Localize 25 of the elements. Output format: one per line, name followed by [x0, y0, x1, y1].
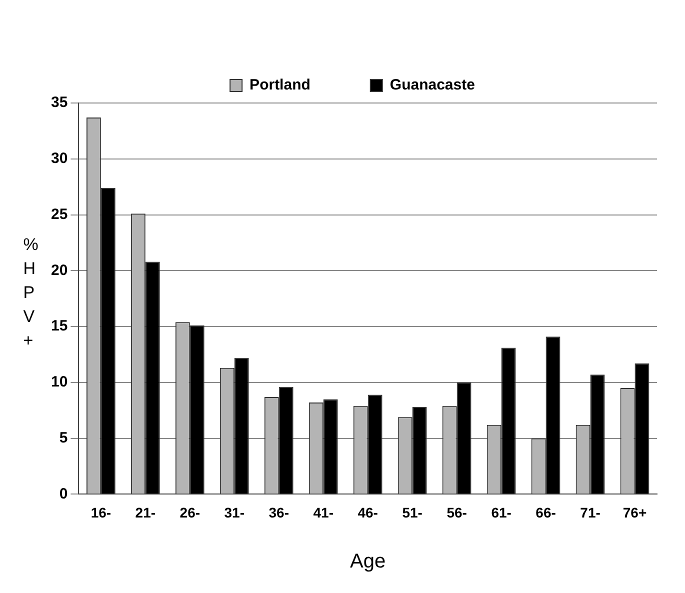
- x-tick-label: 56-: [446, 504, 468, 520]
- y-tick-label: 35: [50, 94, 68, 112]
- legend-label: Guanacaste: [390, 76, 475, 94]
- x-tick-label: 66-: [536, 504, 556, 520]
- x-tick-label: 36-: [268, 504, 290, 520]
- y-tick-label: 20: [50, 262, 68, 279]
- y-tick-label: 25: [50, 206, 68, 223]
- y-tick-label: 5: [59, 429, 68, 446]
- y-tick-label: 0: [59, 485, 68, 502]
- y-tick-label: 10: [50, 374, 68, 391]
- y-tick-label: 15: [50, 318, 68, 335]
- x-tick-label: 26-: [180, 504, 200, 520]
- x-tick-label: 61-: [491, 504, 512, 520]
- x-axis-title: Age: [350, 550, 386, 573]
- y-axis-title: %HPV+: [23, 234, 38, 352]
- x-tick-label: 41-: [313, 504, 334, 520]
- x-tick-label: 21-: [135, 504, 156, 520]
- x-tick-label: 16-: [90, 504, 112, 520]
- x-tick-label: 51-: [402, 504, 423, 520]
- x-tick-label: 71-: [580, 504, 601, 520]
- x-tick-label: 46-: [358, 504, 378, 520]
- x-tick-label: 31-: [224, 504, 245, 520]
- legend-label: Portland: [250, 76, 310, 94]
- y-tick-label: 30: [50, 150, 68, 168]
- x-tick-label: 76+: [622, 504, 647, 520]
